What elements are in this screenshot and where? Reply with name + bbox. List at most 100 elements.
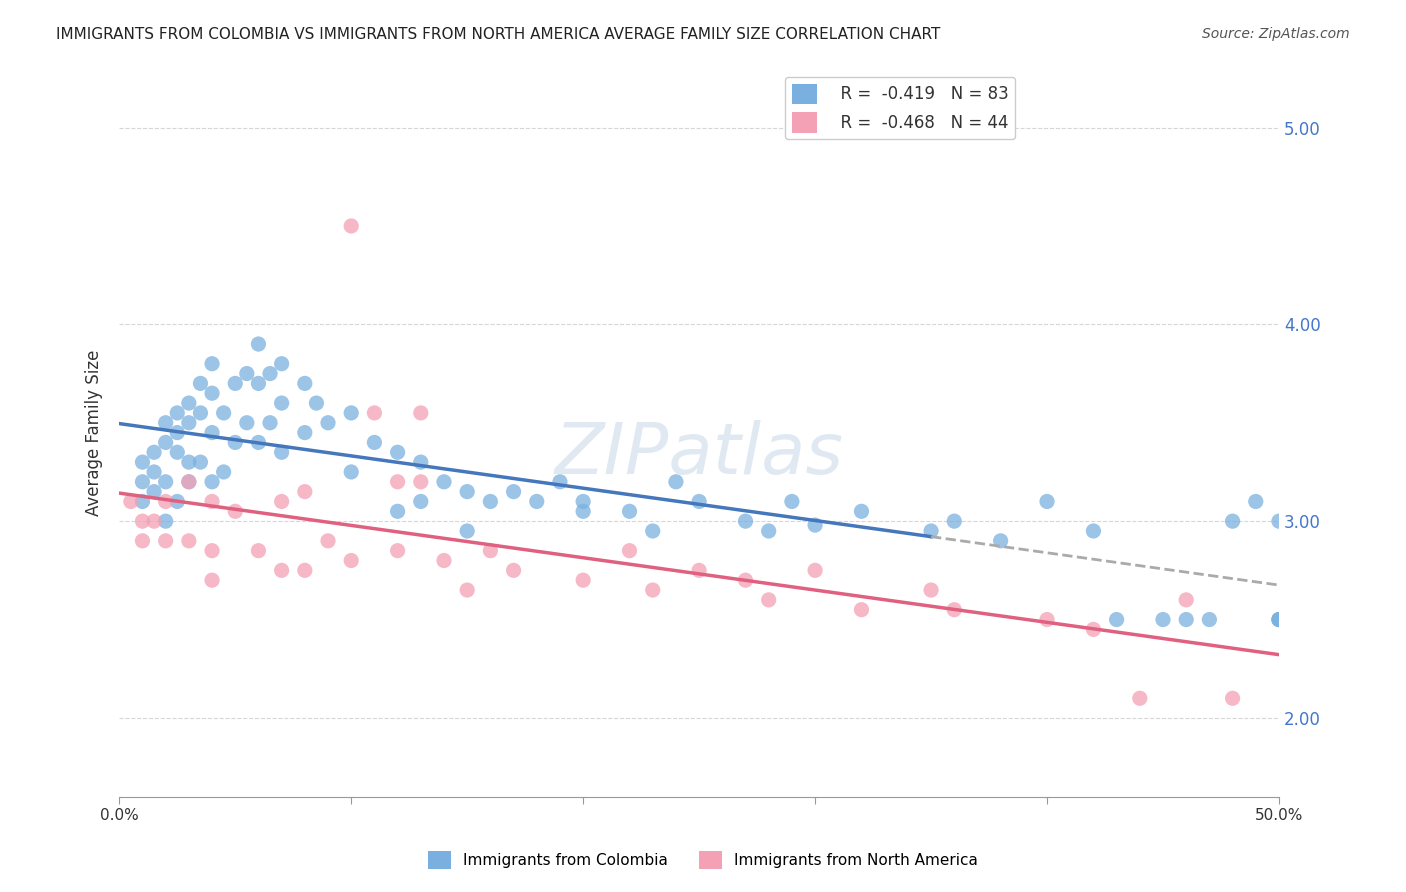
Point [502, 563, 524, 577]
Point [409, 406, 432, 420]
Point [619, 543, 641, 558]
Point [456, 524, 478, 538]
Point [305, 396, 328, 410]
Point [166, 425, 188, 440]
Point [1129, 691, 1152, 706]
Point [780, 494, 803, 508]
Point [433, 553, 456, 567]
Point [1222, 514, 1244, 528]
Point [177, 475, 200, 489]
Point [734, 514, 756, 528]
Point [155, 416, 177, 430]
Point [340, 406, 363, 420]
Point [212, 465, 235, 479]
Y-axis label: Average Family Size: Average Family Size [86, 350, 103, 516]
Point [201, 386, 224, 401]
Point [758, 593, 780, 607]
Point [224, 376, 246, 391]
Point [143, 465, 166, 479]
Point [190, 376, 212, 391]
Point [758, 524, 780, 538]
Point [166, 445, 188, 459]
Point [177, 533, 200, 548]
Point [155, 494, 177, 508]
Point [201, 543, 224, 558]
Point [804, 563, 827, 577]
Point [201, 425, 224, 440]
Point [131, 514, 153, 528]
Point [456, 484, 478, 499]
Point [340, 465, 363, 479]
Point [177, 455, 200, 469]
Point [804, 518, 827, 533]
Point [665, 475, 688, 489]
Point [340, 219, 363, 233]
Point [1244, 494, 1267, 508]
Point [734, 573, 756, 587]
Point [155, 435, 177, 450]
Point [688, 494, 710, 508]
Point [1036, 613, 1059, 627]
Point [409, 455, 432, 469]
Point [943, 603, 966, 617]
Point [1222, 691, 1244, 706]
Point [270, 563, 292, 577]
Point [120, 494, 142, 508]
Point [1268, 613, 1291, 627]
Point [131, 455, 153, 469]
Point [201, 357, 224, 371]
Point [155, 475, 177, 489]
Point [572, 504, 595, 518]
Point [247, 376, 270, 391]
Point [190, 406, 212, 420]
Point [920, 524, 942, 538]
Point [851, 504, 873, 518]
Point [131, 494, 153, 508]
Point [166, 406, 188, 420]
Point [247, 337, 270, 351]
Point [1152, 613, 1174, 627]
Point [387, 445, 409, 459]
Point [166, 494, 188, 508]
Point [1175, 613, 1198, 627]
Point [131, 475, 153, 489]
Point [190, 455, 212, 469]
Text: Source: ZipAtlas.com: Source: ZipAtlas.com [1202, 27, 1350, 41]
Point [259, 416, 281, 430]
Text: IMMIGRANTS FROM COLOMBIA VS IMMIGRANTS FROM NORTH AMERICA AVERAGE FAMILY SIZE CO: IMMIGRANTS FROM COLOMBIA VS IMMIGRANTS F… [56, 27, 941, 42]
Point [409, 494, 432, 508]
Point [363, 435, 385, 450]
Point [270, 445, 292, 459]
Point [143, 484, 166, 499]
Point [294, 376, 316, 391]
Point [1268, 613, 1291, 627]
Point [548, 475, 571, 489]
Point [177, 475, 200, 489]
Point [143, 445, 166, 459]
Point [247, 543, 270, 558]
Point [1036, 494, 1059, 508]
Point [456, 582, 478, 597]
Point [212, 406, 235, 420]
Point [1268, 613, 1291, 627]
Point [201, 494, 224, 508]
Point [247, 435, 270, 450]
Point [479, 543, 502, 558]
Point [619, 504, 641, 518]
Point [236, 416, 259, 430]
Point [224, 504, 246, 518]
Point [1198, 613, 1220, 627]
Point [131, 533, 153, 548]
Point [526, 494, 548, 508]
Point [270, 396, 292, 410]
Point [201, 475, 224, 489]
Point [340, 553, 363, 567]
Point [943, 514, 966, 528]
Point [155, 514, 177, 528]
Point [177, 416, 200, 430]
Point [270, 494, 292, 508]
Point [990, 533, 1012, 548]
Point [270, 357, 292, 371]
Point [201, 573, 224, 587]
Text: ZIPatlas: ZIPatlas [554, 420, 844, 489]
